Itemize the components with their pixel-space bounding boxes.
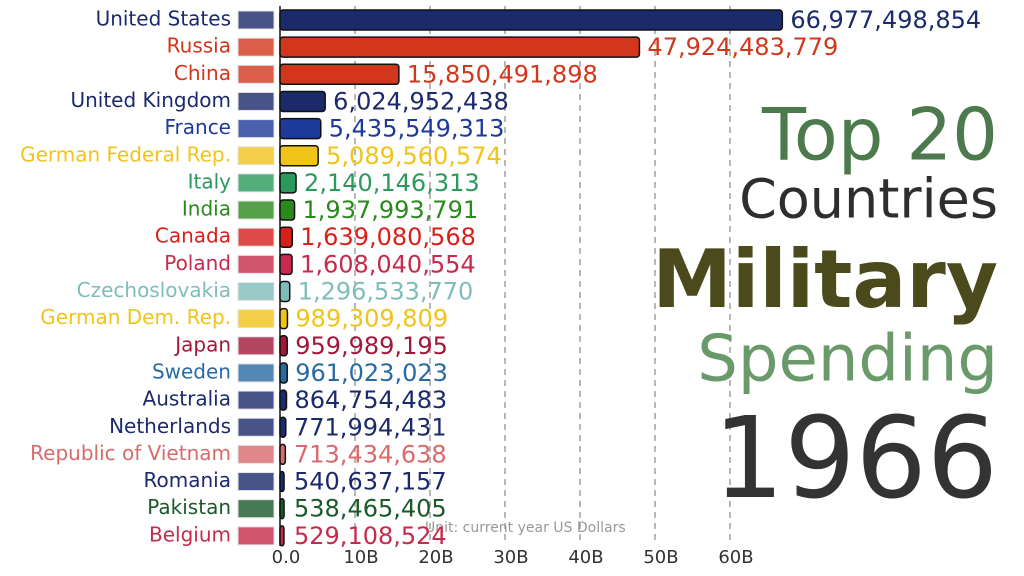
bar <box>279 525 285 547</box>
category-label: German Federal Rep. <box>20 142 231 166</box>
value-label: 1,639,080,568 <box>300 223 476 251</box>
category-label: Netherlands <box>109 414 231 438</box>
flag-icon <box>237 146 275 166</box>
bar <box>279 9 784 31</box>
value-label: 5,089,560,574 <box>326 142 502 170</box>
value-label: 713,434,638 <box>294 440 447 468</box>
bar <box>279 470 285 493</box>
x-tick-label: 50B <box>643 547 678 568</box>
flag-icon <box>237 499 275 519</box>
x-tick-label: 0.0 <box>272 547 301 568</box>
flag-icon <box>237 526 275 546</box>
flag-icon <box>237 254 275 274</box>
x-tick-label: 20B <box>418 547 453 568</box>
value-label: 2,140,146,313 <box>304 169 480 197</box>
category-label: Belgium <box>149 522 231 546</box>
flag-icon <box>237 10 275 30</box>
category-label: Russia <box>167 34 231 58</box>
value-label: 5,435,549,313 <box>329 115 505 143</box>
flag-icon <box>237 91 275 111</box>
bar <box>279 63 400 86</box>
value-label: 959,989,195 <box>295 332 448 360</box>
category-label: Pakistan <box>147 495 231 519</box>
category-label: Sweden <box>152 359 231 383</box>
flag-icon <box>237 336 275 356</box>
category-label: Australia <box>143 387 231 411</box>
bar <box>279 307 289 330</box>
category-label: China <box>174 61 231 85</box>
category-label: Italy <box>188 169 232 193</box>
bar <box>279 280 291 303</box>
x-tick-label: 40B <box>568 547 603 568</box>
category-label: Romania <box>144 468 231 492</box>
flag-icon <box>237 200 275 220</box>
bar <box>279 335 288 357</box>
value-label: 1,937,993,791 <box>303 196 479 224</box>
flag-icon <box>237 282 275 301</box>
category-label: Japan <box>173 332 231 356</box>
value-label: 1,608,040,554 <box>300 250 476 278</box>
flag-icon <box>237 37 275 57</box>
flag-icon <box>237 390 275 410</box>
bar <box>279 253 293 276</box>
x-tick-label: 60B <box>718 547 753 568</box>
value-label: 538,465,405 <box>294 495 447 523</box>
bar <box>279 443 287 466</box>
title-line: Spending <box>697 323 998 397</box>
title-line: Military <box>652 233 998 326</box>
value-label: 989,309,809 <box>295 305 448 333</box>
value-label: 6,024,952,438 <box>333 87 509 115</box>
value-label: 529,108,524 <box>294 522 447 550</box>
title-line: Top 20 <box>761 93 998 177</box>
bar <box>279 117 322 140</box>
x-tick-label: 10B <box>343 547 378 568</box>
value-label: 540,637,157 <box>294 468 447 496</box>
flag-icon <box>237 227 275 247</box>
category-label: Poland <box>164 251 231 275</box>
value-label: 66,977,498,854 <box>790 6 981 34</box>
category-label: United States <box>96 7 231 31</box>
flag-icon <box>237 363 275 383</box>
title-line: Countries <box>739 168 998 231</box>
category-label: United Kingdom <box>70 88 231 112</box>
bar <box>279 226 294 248</box>
bar <box>279 416 287 438</box>
category-label: France <box>164 115 231 139</box>
bar <box>279 389 288 411</box>
bar <box>279 145 319 167</box>
value-label: 1,296,533,770 <box>298 278 474 306</box>
bar <box>279 199 296 221</box>
flag-icon <box>237 417 275 437</box>
bar <box>279 36 641 58</box>
bar <box>279 90 326 113</box>
category-label: India <box>182 197 231 221</box>
flag-icon <box>237 64 275 84</box>
value-label: 15,850,491,898 <box>407 60 598 88</box>
value-label: 864,754,483 <box>294 386 447 414</box>
bar <box>279 362 288 384</box>
value-label: 771,994,431 <box>294 413 447 441</box>
flag-icon <box>237 173 275 193</box>
flag-icon <box>237 119 275 139</box>
flag-icon <box>237 309 275 329</box>
category-label: German Dem. Rep. <box>40 305 231 329</box>
flag-icon <box>237 472 275 492</box>
flag-icon <box>237 444 275 464</box>
category-label: Czechoslovakia <box>77 278 231 302</box>
year: 1966 <box>713 394 998 524</box>
category-label: Republic of Vietnam <box>30 441 231 465</box>
value-label: 961,023,023 <box>295 359 448 387</box>
x-tick-label: 30B <box>493 547 528 568</box>
unit-note: Unit: current year US Dollars <box>425 520 626 536</box>
category-label: Canada <box>155 224 231 248</box>
value-label: 47,924,483,779 <box>647 33 838 61</box>
bar <box>279 497 285 520</box>
bar <box>279 172 297 194</box>
